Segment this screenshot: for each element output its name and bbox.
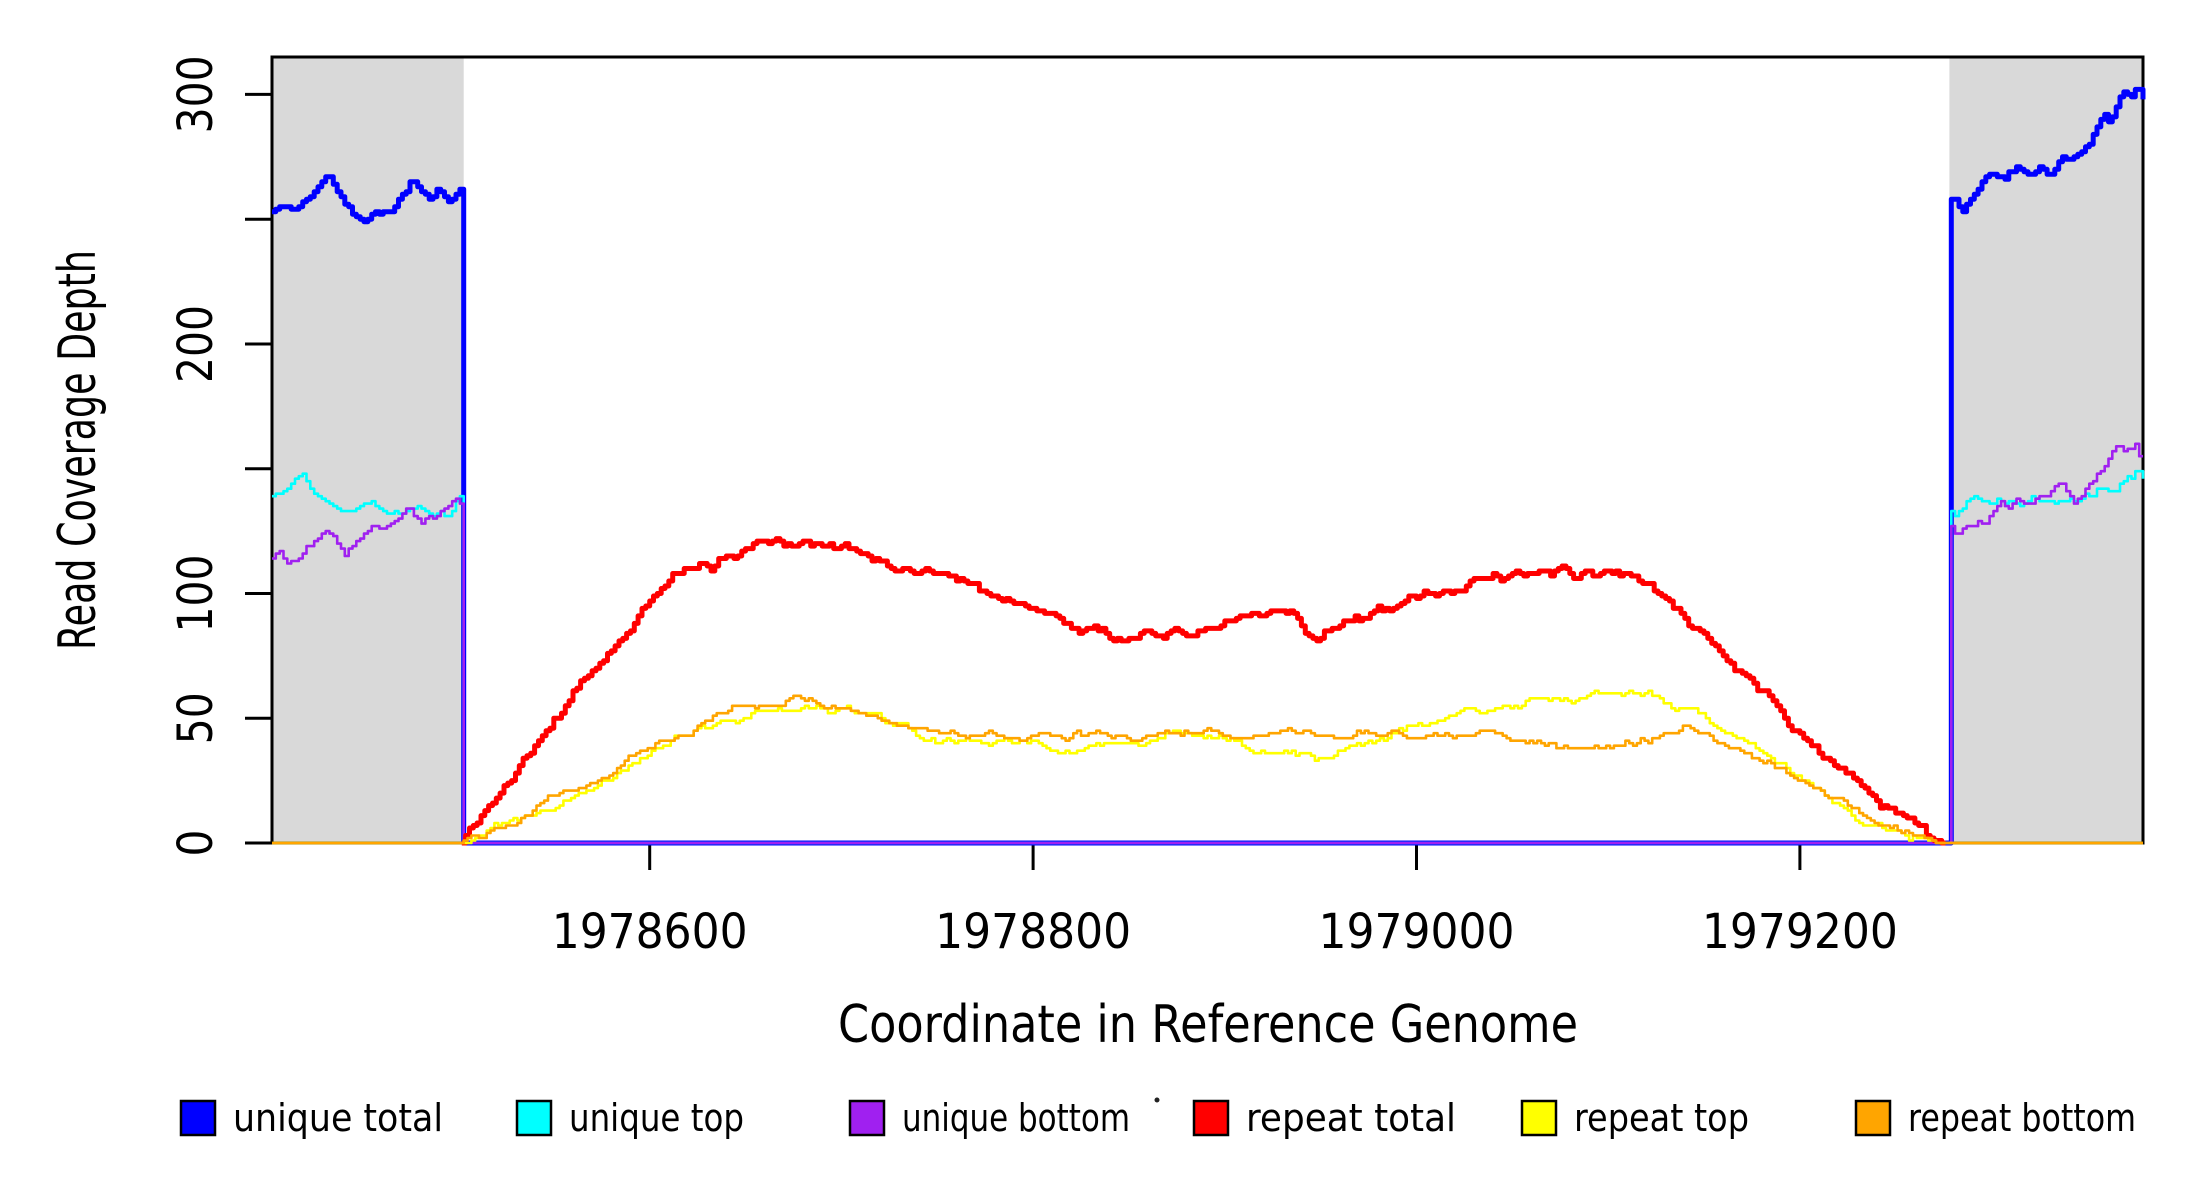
legend-label: repeat bottom xyxy=(1908,1096,2136,1140)
legend-item-repeat-bottom: repeat bottom xyxy=(1854,1096,2136,1140)
legend-label: unique bottom xyxy=(902,1096,1130,1140)
x-tick-label: 1978600 xyxy=(552,904,748,960)
series-repeat-total xyxy=(461,536,1946,846)
legend-item-unique-bottom: unique bottom xyxy=(848,1096,1130,1140)
y-tick-label: 300 xyxy=(168,55,224,133)
legend-label: unique top xyxy=(569,1096,744,1140)
x-axis-title: Coordinate in Reference Genome xyxy=(838,995,1578,1055)
shaded-region xyxy=(272,57,464,843)
legend-item-unique-total: unique total xyxy=(179,1096,443,1140)
x-tick-label: 1979000 xyxy=(1319,904,1515,960)
coverage-series-lines xyxy=(272,86,2146,846)
repeat-total-swatch-icon xyxy=(1192,1099,1230,1137)
y-tick-label: 100 xyxy=(168,555,224,633)
axis-ticks-and-labels: 1978600 1978800 1979000 1979200 0 50 100 200 300 xyxy=(168,55,1898,960)
y-tick-label: 50 xyxy=(168,692,224,744)
legend: unique total unique top unique bottom re… xyxy=(179,1096,2136,1140)
y-tick-label: 0 xyxy=(168,830,224,857)
y-tick-label: 200 xyxy=(168,305,224,383)
stray-dot xyxy=(1154,1097,1160,1103)
y-axis-title: Read Coverage Depth xyxy=(48,250,108,650)
legend-item-unique-top: unique top xyxy=(515,1096,744,1140)
repeat-bottom-swatch-icon xyxy=(1854,1099,1892,1137)
unique-bottom-swatch-icon xyxy=(848,1099,886,1137)
series-repeat-bottom xyxy=(272,694,2143,845)
legend-label: unique total xyxy=(233,1096,443,1140)
x-tick-label: 1979200 xyxy=(1702,904,1898,960)
legend-label: repeat top xyxy=(1574,1096,1749,1140)
legend-item-repeat-total: repeat total xyxy=(1192,1096,1456,1140)
x-tick-label: 1978800 xyxy=(935,904,1131,960)
series-repeat-top xyxy=(272,689,2143,845)
unique-total-swatch-icon xyxy=(179,1099,217,1137)
unique-top-swatch-icon xyxy=(515,1099,553,1137)
legend-item-repeat-top: repeat top xyxy=(1520,1096,1749,1140)
legend-label: repeat total xyxy=(1246,1096,1456,1140)
repeat-top-swatch-icon xyxy=(1520,1099,1558,1137)
